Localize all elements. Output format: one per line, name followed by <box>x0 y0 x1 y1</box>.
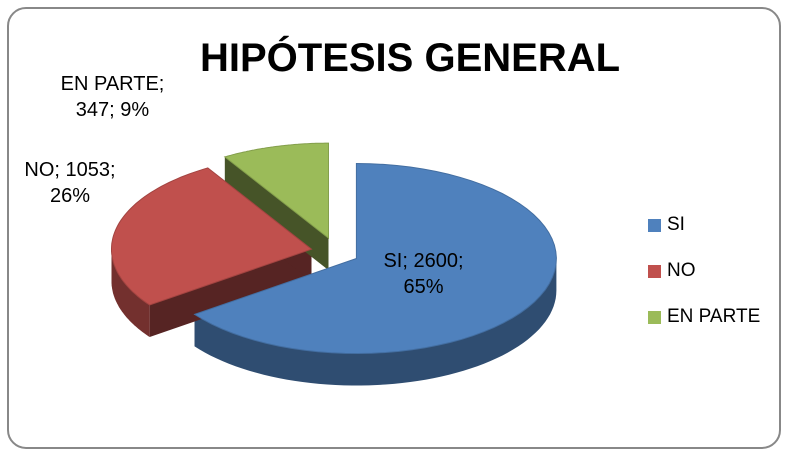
slice-side <box>194 258 557 386</box>
data-label: NO; 1053; 26% <box>24 159 116 207</box>
legend-swatch <box>648 311 661 324</box>
slice-wall <box>149 249 312 337</box>
legend-label: SI <box>667 214 685 235</box>
slice <box>193 162 557 355</box>
slice <box>111 167 313 306</box>
chart-title: HIPÓTESIS GENERAL <box>199 36 621 80</box>
slice <box>223 142 329 240</box>
slice-side <box>111 249 150 337</box>
legend-label: NO <box>667 260 696 281</box>
legend-swatch <box>648 265 661 278</box>
legend-swatch <box>648 219 661 232</box>
data-label: EN PARTE; 347; 9% <box>60 73 165 121</box>
data-label: SI; 2600; 65% <box>383 250 464 298</box>
legend-label: EN PARTE <box>667 306 761 327</box>
